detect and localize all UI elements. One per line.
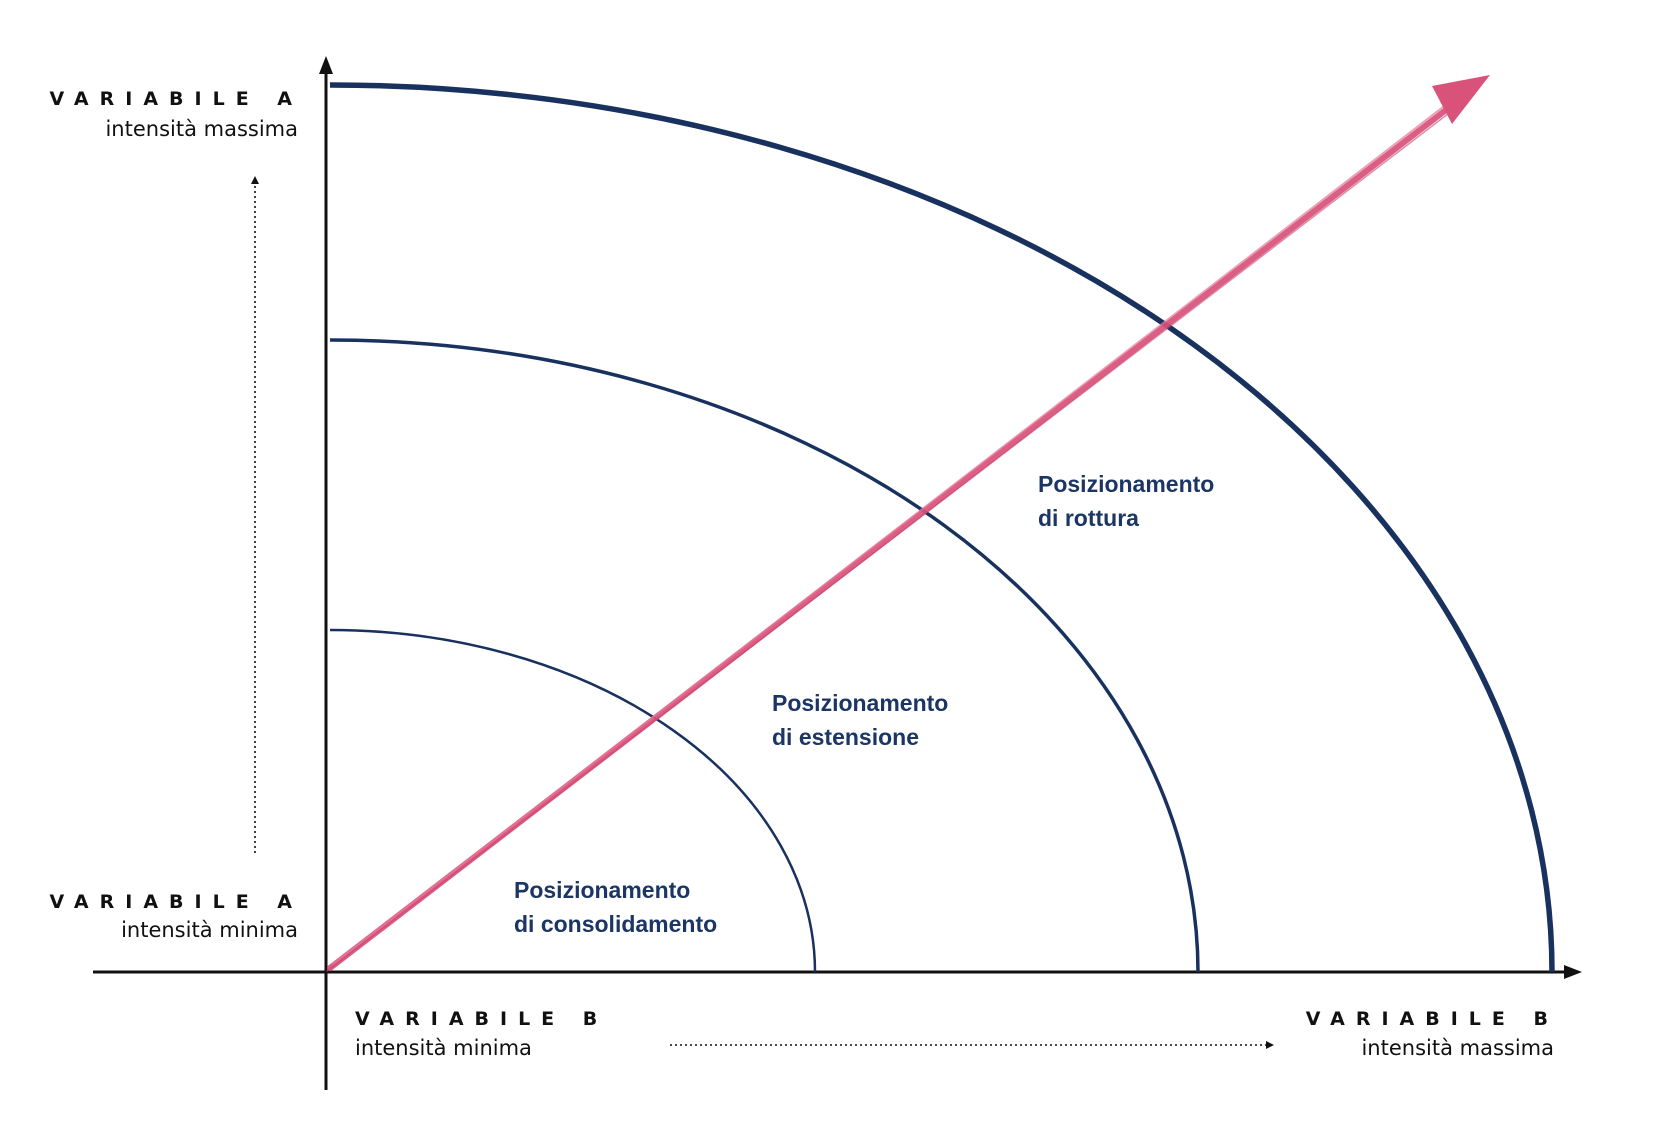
variable-b-min-title: VARIABILE B	[355, 1008, 609, 1030]
variable-b-min-subtitle: intensità minima	[355, 1036, 532, 1060]
zone-label-line1: Posizionamento	[1038, 471, 1215, 497]
zone-label-line2: di rottura	[1038, 505, 1139, 531]
variable-a-max-title: VARIABILE A	[49, 88, 303, 110]
zone-label-extension: Posizionamento di estensione	[772, 686, 948, 754]
growth-arrowhead	[1432, 75, 1490, 124]
rupture-boundary-arc	[329, 82, 1555, 973]
variable-b-max-title: VARIABILE B	[1305, 1008, 1559, 1030]
variable-a-max-subtitle: intensità massima	[105, 117, 298, 141]
variable-a-min-subtitle: intensità minima	[121, 918, 298, 942]
variable-b-max-subtitle: intensità massima	[1361, 1036, 1554, 1060]
growth-arrow	[326, 75, 1490, 972]
horizontal-axis-arrowhead	[1564, 965, 1582, 979]
zone-label-line1: Posizionamento	[514, 877, 691, 903]
zone-label-line2: di consolidamento	[514, 911, 718, 937]
vertical-axis-arrowhead	[319, 56, 333, 74]
zone-label-line2: di estensione	[772, 724, 919, 750]
variable-a-min-title: VARIABILE A	[49, 891, 303, 913]
zone-label-rupture: Posizionamento di rottura	[1038, 467, 1214, 535]
extension-boundary-arc	[329, 338, 1200, 973]
consolidation-boundary-arc	[329, 628, 817, 973]
zone-label-line1: Posizionamento	[772, 690, 949, 716]
zone-label-consolidation: Posizionamento di consolidamento	[514, 873, 717, 941]
